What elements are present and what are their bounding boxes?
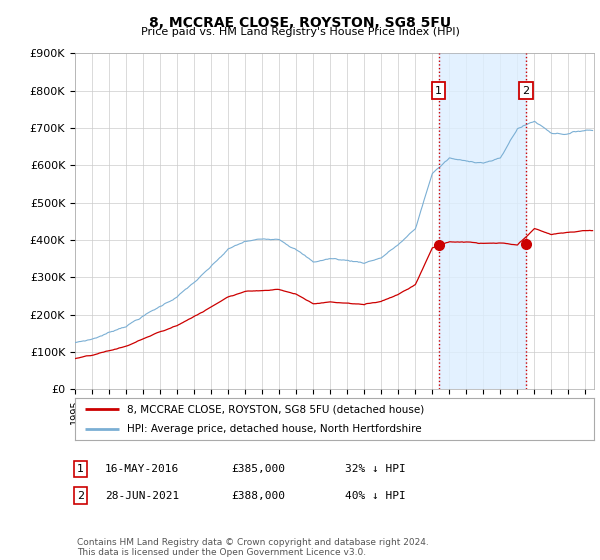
Text: 2: 2 bbox=[522, 86, 529, 96]
Text: £388,000: £388,000 bbox=[231, 491, 285, 501]
Text: Price paid vs. HM Land Registry's House Price Index (HPI): Price paid vs. HM Land Registry's House … bbox=[140, 27, 460, 37]
Text: 16-MAY-2016: 16-MAY-2016 bbox=[105, 464, 179, 474]
Text: Contains HM Land Registry data © Crown copyright and database right 2024.
This d: Contains HM Land Registry data © Crown c… bbox=[77, 538, 428, 557]
Text: £385,000: £385,000 bbox=[231, 464, 285, 474]
Text: 1: 1 bbox=[435, 86, 442, 96]
Bar bbox=[439, 53, 526, 389]
Text: 40% ↓ HPI: 40% ↓ HPI bbox=[345, 491, 406, 501]
Text: HPI: Average price, detached house, North Hertfordshire: HPI: Average price, detached house, Nort… bbox=[127, 424, 422, 434]
Text: 8, MCCRAE CLOSE, ROYSTON, SG8 5FU: 8, MCCRAE CLOSE, ROYSTON, SG8 5FU bbox=[149, 16, 451, 30]
Text: 2: 2 bbox=[77, 491, 84, 501]
Text: 1: 1 bbox=[77, 464, 84, 474]
Text: 8, MCCRAE CLOSE, ROYSTON, SG8 5FU (detached house): 8, MCCRAE CLOSE, ROYSTON, SG8 5FU (detac… bbox=[127, 404, 424, 414]
Text: 28-JUN-2021: 28-JUN-2021 bbox=[105, 491, 179, 501]
Text: 32% ↓ HPI: 32% ↓ HPI bbox=[345, 464, 406, 474]
